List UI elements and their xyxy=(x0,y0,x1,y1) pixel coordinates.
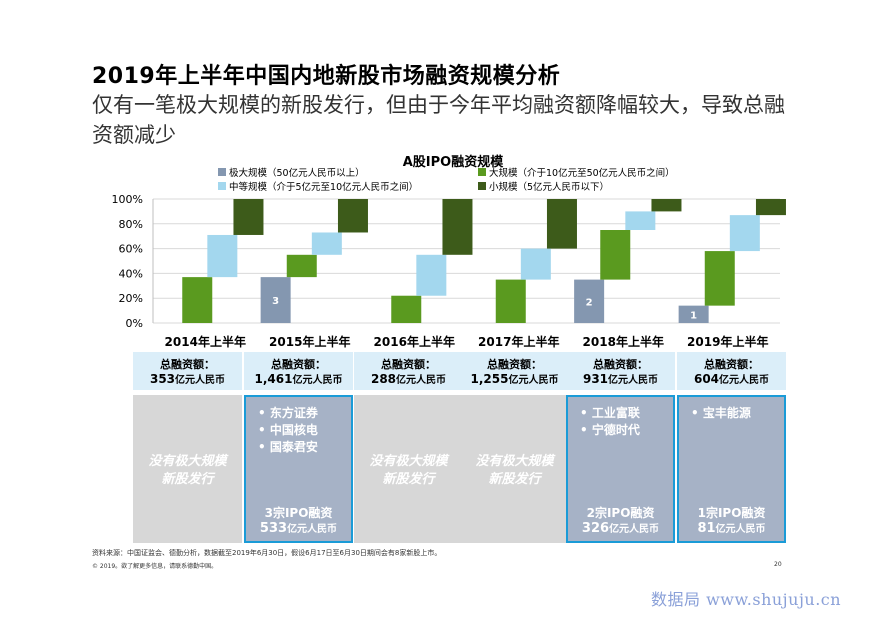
x-category-label: 2019年上半年 xyxy=(687,334,768,349)
legend-item: 中等规模（介于5亿元至10亿元人民币之间） xyxy=(218,181,418,193)
company-list: 东方证券中国核电国泰君安 xyxy=(258,405,318,456)
bar-data-label: 2 xyxy=(586,297,593,308)
y-tick-label: 40% xyxy=(119,267,143,280)
legend-swatch xyxy=(218,182,226,190)
bar-data-label: 1 xyxy=(690,310,697,321)
bar-segment xyxy=(391,295,422,323)
company-list: 宝丰能源 xyxy=(691,405,751,422)
legend-swatch xyxy=(218,168,226,176)
company-item: 国泰君安 xyxy=(258,439,318,456)
bar-segment xyxy=(337,199,368,233)
no-mega-ipo-box: 没有极大规模 新股发行 xyxy=(460,395,569,543)
total-amount-cell: 总融资额： 1,461亿元人民币 xyxy=(244,352,353,390)
total-value: 604亿元人民币 xyxy=(693,372,770,386)
total-label: 总融资额： xyxy=(487,358,542,371)
page-subtitle: 仅有一笔极大规模的新股发行，但由于今年平均融资额降幅较大，导致总融资额减少 xyxy=(92,93,785,147)
watermark: 数据局 www.shujuju.cn xyxy=(651,590,842,609)
x-category-label: 2016年上半年 xyxy=(374,334,455,349)
no-mega-ipo-box: 没有极大规模 新股发行 xyxy=(133,395,242,543)
chart-title: A股IPO融资规模 xyxy=(403,154,504,170)
company-item: 中国核电 xyxy=(258,422,318,439)
no-mega-ipo-text: 没有极大规模 新股发行 xyxy=(475,454,554,487)
copyright-note: © 2019。欲了解更多信息，请联系德勤中国。 xyxy=(92,563,218,570)
company-item: 宁德时代 xyxy=(580,422,640,439)
y-tick-label: 100% xyxy=(112,193,143,206)
bar-data-label: 3 xyxy=(272,296,279,307)
page-number: 20 xyxy=(774,561,782,568)
bar-segment xyxy=(286,254,317,278)
total-label: 总融资额： xyxy=(593,358,648,371)
y-tick-label: 20% xyxy=(119,292,143,305)
x-category-label: 2018年上半年 xyxy=(583,334,664,349)
no-mega-ipo-text: 没有极大规模 新股发行 xyxy=(369,454,448,487)
bar-segment xyxy=(416,254,447,296)
bar-segment xyxy=(311,232,342,255)
legend-label: 小规模（5亿元人民币以下） xyxy=(489,181,609,193)
legend-label: 中等规模（介于5亿元至10亿元人民币之间） xyxy=(229,181,418,193)
legend-label: 极大规模（50亿元人民币以上） xyxy=(229,167,365,179)
page-title: 2019年上半年中国内地新股市场融资规模分析 xyxy=(92,64,561,89)
bar-segment xyxy=(704,251,735,306)
y-tick-label: 80% xyxy=(119,218,143,231)
ipo-summary: 3宗IPO融资 533亿元人民币 xyxy=(259,506,338,536)
company-list: 工业富联宁德时代 xyxy=(580,405,640,439)
total-value: 353亿元人民币 xyxy=(149,372,226,386)
total-label: 总融资额： xyxy=(381,358,436,371)
bar-segment xyxy=(442,199,473,255)
company-item: 东方证券 xyxy=(258,405,318,422)
total-label: 总融资额： xyxy=(271,358,326,371)
legend-item: 大规模（介于10亿元至50亿元人民币之间） xyxy=(478,167,675,179)
bar-segment xyxy=(600,230,631,280)
bar-segment xyxy=(729,215,760,252)
company-item: 宝丰能源 xyxy=(691,405,751,422)
company-item: 工业富联 xyxy=(580,405,640,422)
ipo-summary: 1宗IPO融资 81亿元人民币 xyxy=(697,506,766,536)
total-value: 931亿元人民币 xyxy=(582,372,659,386)
source-note: 资料来源：中国证监会、德勤分析，数据截至2019年6月30日，假设6月17日至6… xyxy=(92,549,442,557)
ipo-summary: 2宗IPO融资 326亿元人民币 xyxy=(581,506,660,536)
total-amount-cell: 总融资额： 931亿元人民币 xyxy=(566,352,675,390)
bar-segment xyxy=(495,279,526,323)
bar-segment xyxy=(678,305,709,323)
bar-segment xyxy=(546,199,577,249)
total-amount-cell: 总融资额： 1,255亿元人民币 xyxy=(460,352,569,390)
total-value: 1,461亿元人民币 xyxy=(254,372,343,386)
total-value: 1,255亿元人民币 xyxy=(470,372,559,386)
x-category-label: 2015年上半年 xyxy=(269,334,350,349)
bar-segment xyxy=(625,211,656,230)
x-category-label: 2014年上半年 xyxy=(165,334,246,349)
total-label: 总融资额： xyxy=(704,358,759,371)
legend-item: 极大规模（50亿元人民币以上） xyxy=(218,167,365,179)
total-amount-cell: 总融资额： 604亿元人民币 xyxy=(677,352,786,390)
bar-segment xyxy=(207,234,238,278)
bar-segment xyxy=(233,199,264,235)
bar-segment xyxy=(574,279,605,323)
bar-segment xyxy=(651,199,682,212)
y-tick-label: 60% xyxy=(119,243,143,256)
x-category-label: 2017年上半年 xyxy=(478,334,559,349)
total-value: 288亿元人民币 xyxy=(370,372,447,386)
legend-swatch xyxy=(478,182,486,190)
total-label: 总融资额： xyxy=(160,358,215,371)
total-amount-cell: 总融资额： 288亿元人民币 xyxy=(354,352,463,390)
bar-segment xyxy=(182,277,213,323)
legend-item: 小规模（5亿元人民币以下） xyxy=(478,181,609,193)
bar-segment xyxy=(260,277,291,323)
y-tick-label: 0% xyxy=(126,317,143,330)
no-mega-ipo-box: 没有极大规模 新股发行 xyxy=(354,395,463,543)
legend-label: 大规模（介于10亿元至50亿元人民币之间） xyxy=(489,167,675,179)
no-mega-ipo-text: 没有极大规模 新股发行 xyxy=(148,454,227,487)
legend-swatch xyxy=(478,168,486,176)
bar-segment xyxy=(755,199,786,216)
bar-segment xyxy=(520,248,551,280)
total-amount-cell: 总融资额： 353亿元人民币 xyxy=(133,352,242,390)
